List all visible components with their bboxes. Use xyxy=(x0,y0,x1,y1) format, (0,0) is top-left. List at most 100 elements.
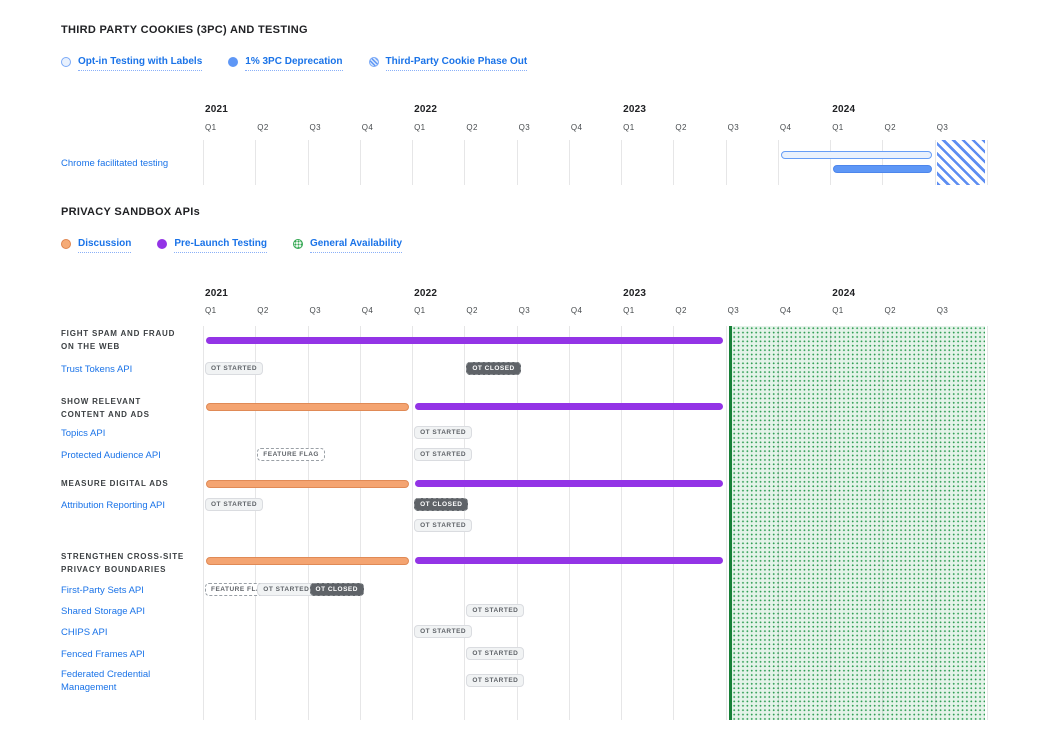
deprecation-bar xyxy=(833,165,932,173)
row-group-label: MEASURE DIGITAL ADS xyxy=(61,479,169,488)
status-badge: OT STARTED xyxy=(414,448,473,461)
axis-quarter-label: Q2 xyxy=(257,306,269,315)
gridline xyxy=(882,140,883,185)
axis-quarter-label: Q2 xyxy=(257,123,269,132)
row-label-link[interactable]: First-Party Sets API xyxy=(61,585,144,596)
axis-quarter-label: Q1 xyxy=(832,306,844,315)
pre-launch-testing-bar xyxy=(415,557,723,564)
general-availability-region xyxy=(728,326,985,720)
axis-quarter-label: Q3 xyxy=(518,306,531,315)
legend-item-label: Pre-Launch Testing xyxy=(174,238,267,253)
gridline xyxy=(830,140,831,185)
axis-quarter-label: Q4 xyxy=(570,306,583,315)
orange-swatch-icon xyxy=(61,239,71,249)
gridline xyxy=(517,326,518,720)
gridline xyxy=(569,326,570,720)
status-badge: OT CLOSED xyxy=(309,583,364,596)
row-label-link[interactable]: Federated Credential Management xyxy=(61,669,151,693)
row-label-link[interactable]: Trust Tokens API xyxy=(61,364,133,375)
gridline xyxy=(621,326,622,720)
discussion-bar xyxy=(206,480,410,488)
gridline xyxy=(517,140,518,185)
status-badge: OT CLOSED xyxy=(466,362,521,375)
gridline xyxy=(882,326,883,720)
axis-quarter-label: Q2 xyxy=(466,306,478,315)
axis-year-label: 2023 xyxy=(623,288,647,299)
section-title-apis: PRIVACY SANDBOX APIs xyxy=(61,206,201,218)
axis-quarter-label: Q2 xyxy=(675,306,687,315)
legend-item[interactable]: Pre-Launch Testing xyxy=(157,238,267,253)
axis-year-label: 2023 xyxy=(623,104,647,115)
legend-item-label: General Availability xyxy=(309,238,403,253)
row-group-label: STRENGTHEN CROSS-SITE PRIVACY BOUNDARIES xyxy=(61,552,185,574)
blue-solid-swatch-icon xyxy=(228,57,239,67)
gridline xyxy=(621,140,622,185)
axis-quarter-label: Q4 xyxy=(361,123,374,132)
axis-year-label: 2021 xyxy=(205,288,229,299)
gridline xyxy=(360,140,361,185)
axis-year-label: 2022 xyxy=(414,288,438,299)
row-label-link[interactable]: Topics API xyxy=(61,428,106,439)
axis-quarter-label: Q1 xyxy=(832,123,844,132)
status-badge: OT STARTED xyxy=(466,674,525,687)
blue-outline-swatch-icon xyxy=(61,57,71,67)
axis-year-label: 2024 xyxy=(832,288,856,299)
legend-apis: Discussion Pre-Launch Testing General Avai… xyxy=(61,238,403,253)
legend-item[interactable]: Discussion xyxy=(61,238,132,253)
gridline xyxy=(255,326,256,720)
gridline xyxy=(412,326,413,720)
gridline xyxy=(830,326,831,720)
legend-item[interactable]: 1% 3PC Deprecation xyxy=(228,56,343,71)
row-label-link[interactable]: Fenced Frames API xyxy=(61,649,145,660)
axis-quarter-label: Q2 xyxy=(884,306,896,315)
timeline-chart-apis: 2021 2022 2023 2024 Q1 Q2 Q3 Q4 Q1 Q2 Q3 Q4 Q1 Q2 Q3 Q4… xyxy=(61,288,988,728)
legend-item[interactable]: Opt-in Testing with Labels xyxy=(61,56,203,71)
gridline xyxy=(464,140,465,185)
green-dotted-swatch-icon xyxy=(292,239,303,249)
status-badge: OT STARTED xyxy=(257,583,316,596)
status-badge: OT STARTED xyxy=(205,498,264,511)
axis-quarter-label: Q1 xyxy=(205,123,217,132)
axis-quarter-label: Q4 xyxy=(779,306,792,315)
axis-quarter-label: Q3 xyxy=(309,306,322,315)
gridline xyxy=(987,140,988,185)
row-label-link[interactable]: Protected Audience API xyxy=(61,450,161,461)
axis-quarter-label: Q4 xyxy=(570,123,583,132)
axis-quarter-label: Q3 xyxy=(518,123,531,132)
axis-year-label: 2024 xyxy=(832,104,856,115)
pre-launch-testing-bar xyxy=(415,403,723,410)
blue-hatch-swatch-icon xyxy=(368,57,379,67)
pre-launch-testing-bar xyxy=(206,337,723,344)
gridline xyxy=(726,326,727,720)
gridline xyxy=(673,326,674,720)
discussion-bar xyxy=(206,557,410,565)
status-badge: OT CLOSED xyxy=(414,498,469,511)
axis-quarter-label: Q2 xyxy=(466,123,478,132)
axis-quarter-label: Q3 xyxy=(309,123,322,132)
row-label-link[interactable]: Chrome facilitated testing xyxy=(61,158,169,169)
status-badge: OT STARTED xyxy=(414,625,473,638)
phase-out-hatch-block xyxy=(936,140,985,185)
row-label-link[interactable]: Attribution Reporting API xyxy=(61,500,166,511)
axis-quarter-label: Q2 xyxy=(884,123,896,132)
legend-item-label: Third-Party Cookie Phase Out xyxy=(385,56,528,71)
row-label-link[interactable]: CHIPS API xyxy=(61,627,108,638)
row-group-label: SHOW RELEVANT CONTENT AND ADS xyxy=(61,397,150,419)
axis-quarter-label: Q1 xyxy=(623,306,635,315)
axis-year-label: 2021 xyxy=(205,104,229,115)
legend-item-label: 1% 3PC Deprecation xyxy=(245,56,343,71)
axis-quarter-label: Q1 xyxy=(623,123,635,132)
purple-swatch-icon xyxy=(157,239,168,249)
gridline xyxy=(412,140,413,185)
axis-year-label: 2022 xyxy=(414,104,438,115)
axis-quarter-label: Q3 xyxy=(727,123,740,132)
row-label-link[interactable]: Shared Storage API xyxy=(61,606,145,617)
gridline xyxy=(360,326,361,720)
legend-item[interactable]: General Availability xyxy=(292,238,403,253)
axis-quarter-label: Q1 xyxy=(205,306,217,315)
legend-item[interactable]: Third-Party Cookie Phase Out xyxy=(368,56,528,71)
gridline xyxy=(987,326,988,720)
legend-item-label: Opt-in Testing with Labels xyxy=(78,56,203,71)
status-badge: OT STARTED xyxy=(466,647,525,660)
